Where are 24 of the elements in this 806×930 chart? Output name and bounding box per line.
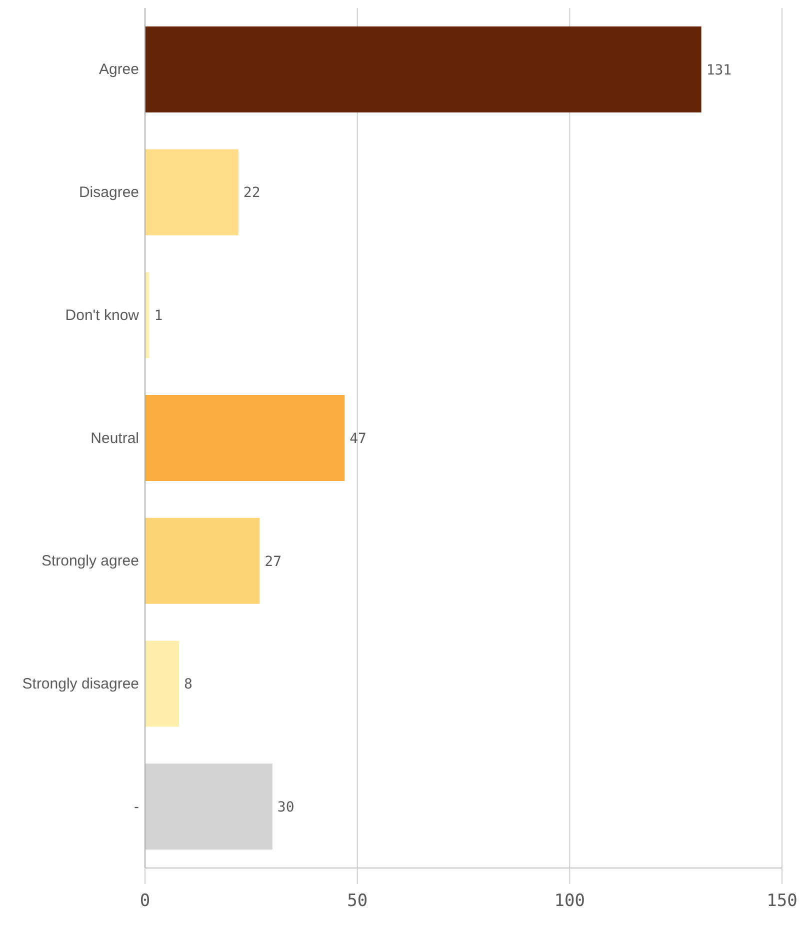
y-tick-label: Agree [98, 61, 139, 78]
data-label: 22 [243, 185, 260, 202]
y-tick-label: Neutral [90, 430, 139, 447]
bar [145, 640, 179, 727]
x-tick-label: 50 [347, 891, 368, 912]
bar [145, 518, 260, 604]
bar [145, 395, 345, 481]
y-tick-label: - [134, 798, 139, 816]
y-tick-label: Strongly disagree [22, 676, 139, 693]
bar [145, 149, 238, 236]
data-label: 131 [706, 62, 732, 78]
x-tick-label: 100 [554, 891, 586, 912]
x-tick-label: 150 [766, 891, 798, 912]
data-label: 30 [277, 799, 294, 816]
y-tick-label: Don't know [65, 306, 140, 324]
y-tick-label: Disagree [78, 184, 139, 202]
y-tick-label: Strongly agree [41, 552, 139, 570]
data-label: 27 [264, 554, 282, 570]
data-label: 47 [350, 430, 366, 447]
bar [145, 26, 702, 112]
bar [145, 764, 272, 850]
data-label: 1 [154, 308, 163, 324]
data-label: 8 [184, 676, 192, 693]
x-tick-label: 0 [140, 891, 150, 912]
